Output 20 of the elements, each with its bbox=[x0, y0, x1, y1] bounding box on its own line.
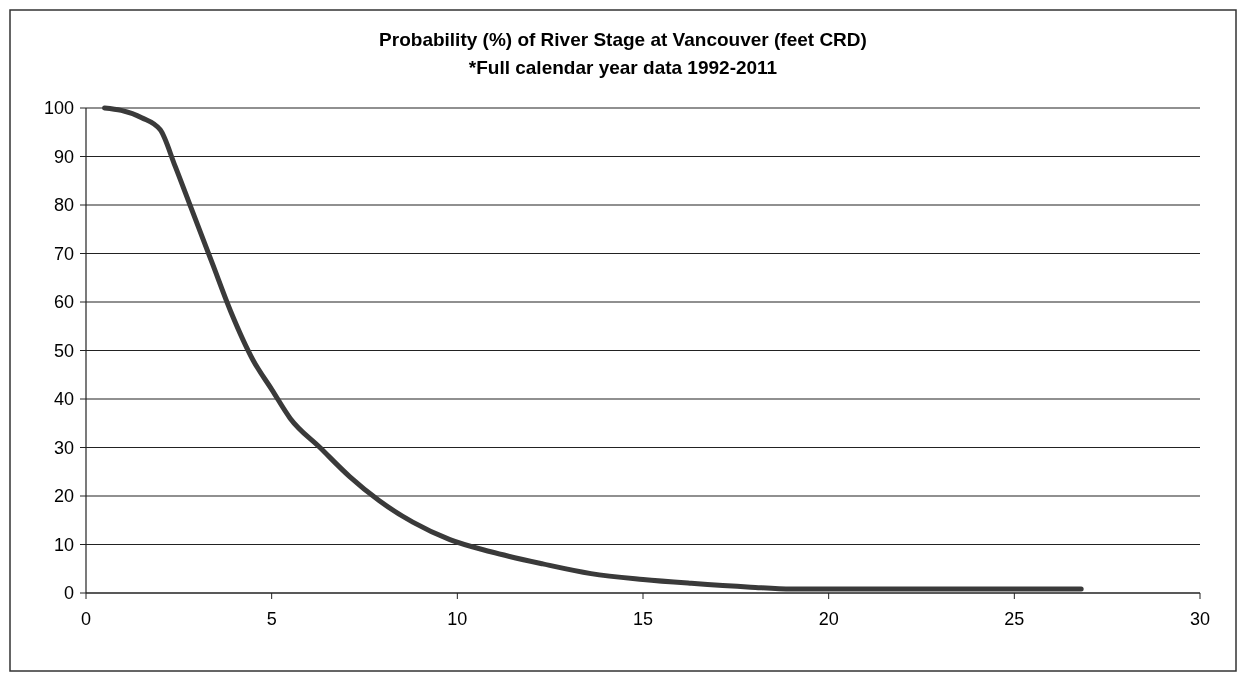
y-tick-label: 60 bbox=[53, 292, 74, 313]
y-tick-label: 10 bbox=[53, 534, 74, 555]
y-tick-label: 0 bbox=[63, 583, 74, 604]
x-tick-label: 0 bbox=[80, 609, 92, 629]
x-tick-label: 10 bbox=[447, 609, 468, 629]
y-tick-label: 50 bbox=[53, 340, 74, 361]
y-tick-label: 40 bbox=[53, 389, 74, 410]
y-tick-label: 100 bbox=[43, 98, 74, 119]
x-tick-label: 30 bbox=[1189, 609, 1211, 629]
x-tick-label: 15 bbox=[632, 609, 654, 629]
y-tick-label: 90 bbox=[53, 146, 74, 167]
y-tick-label: 20 bbox=[53, 486, 74, 507]
x-tick-label: 5 bbox=[266, 609, 277, 629]
chart-title: Probability (%) of River Stage at Vancouver (feet CRD) bbox=[379, 29, 867, 50]
x-tick-label: 25 bbox=[1004, 609, 1025, 629]
y-tick-label: 30 bbox=[53, 437, 74, 458]
chart-subtitle: *Full calendar year data 1992-2011 bbox=[468, 57, 778, 78]
y-tick-label: 70 bbox=[53, 243, 74, 264]
y-tick-label: 80 bbox=[53, 195, 74, 216]
x-tick-label: 20 bbox=[818, 609, 839, 629]
